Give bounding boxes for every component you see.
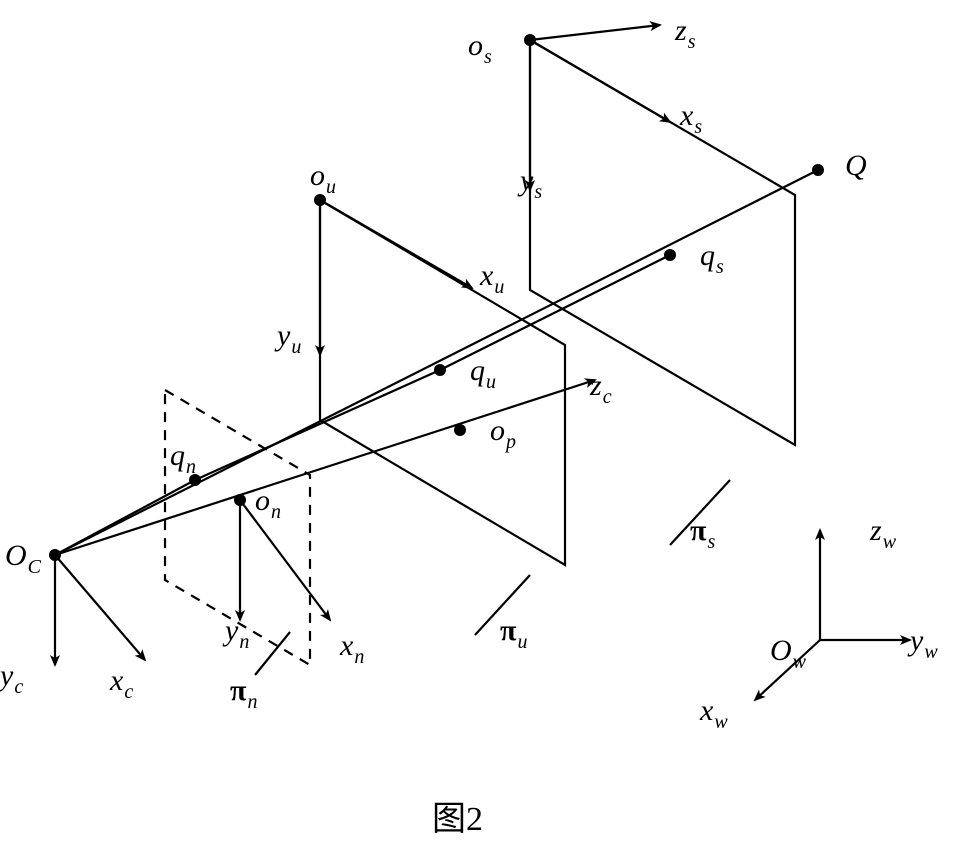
axis-ou_xu [320,200,472,288]
ray-Oc_Q [55,170,818,555]
point-qu [434,364,446,376]
point-op [454,424,466,436]
axis-Oc_zc [55,380,595,555]
axis-os_zs [530,25,660,40]
label-yu: yu [274,319,301,358]
point-Oc [49,549,61,561]
label-pi_u: πu [500,614,527,653]
label-qs: qs [700,239,724,278]
label-pi_n: πn [230,674,257,713]
axis-Oc_xc [55,555,145,660]
label-zc: zc [589,369,612,408]
label-Ow: Ow [770,634,807,673]
label-qn: qn [170,439,196,478]
point-os [524,34,536,46]
label-yn: yn [222,614,249,653]
figure-caption: 图2 [432,801,483,838]
axis-os_xs [530,40,670,122]
label-pi_s: πs [690,514,715,553]
label-qu: qu [470,354,496,393]
plane-pi_u [320,200,565,565]
label-yw: yw [907,624,938,663]
slash-pi_n [255,632,290,675]
label-xc: xc [109,664,133,703]
ray-qn_qu [195,370,440,480]
label-Q: Q [845,149,867,182]
label-Oc: OC [5,539,42,578]
label-on: on [255,484,281,523]
point-qs [664,249,676,261]
label-xn: xn [339,629,364,668]
label-os: os [468,29,492,68]
label-xu: xu [479,259,504,298]
label-ou: ou [310,159,336,198]
label-zs: zs [674,14,696,53]
plane-pi_s [530,40,795,445]
axis-on_xn [240,500,330,620]
diagram-canvas: oszsxsQysqsouxuyuquopzcqnonOCynxnycxcπnπ… [0,0,963,868]
point-on [234,494,246,506]
label-yc: yc [0,659,23,698]
label-op: op [490,414,516,453]
point-ou [314,194,326,206]
label-zw: zw [869,514,897,553]
point-Q [812,164,824,176]
label-xw: xw [699,694,728,733]
label-xs: xs [679,99,702,138]
